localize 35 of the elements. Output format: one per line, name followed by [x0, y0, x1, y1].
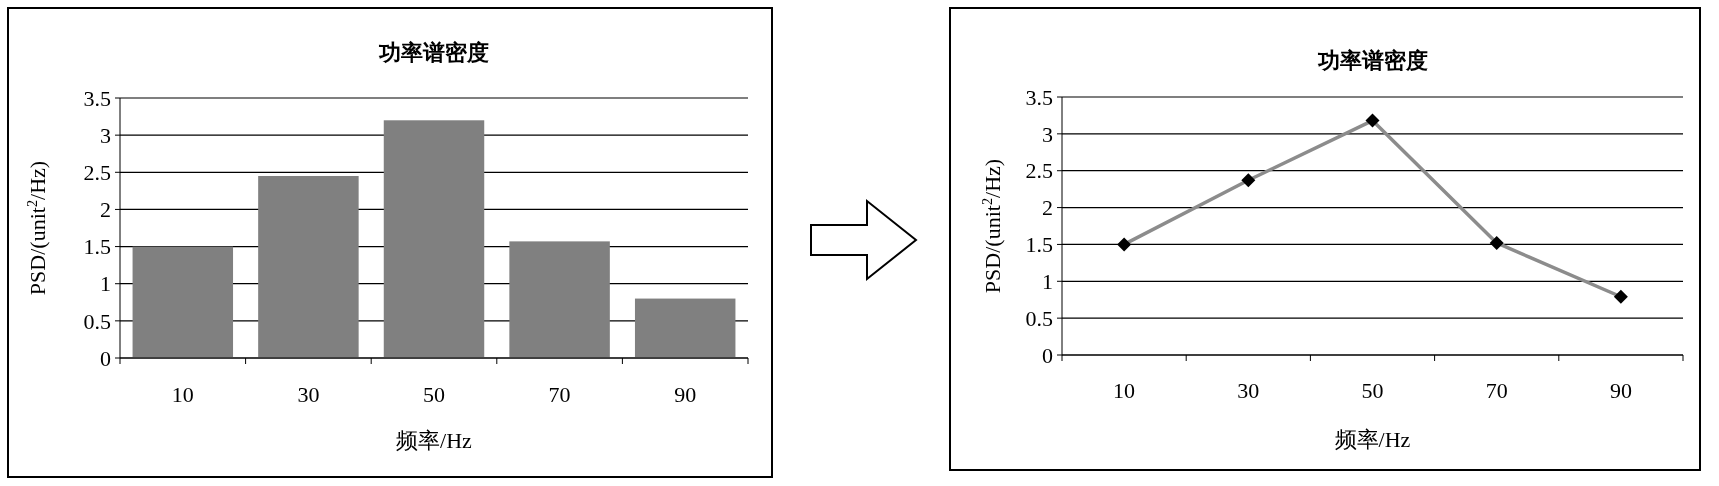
x-tick-label: 10 — [171, 382, 194, 407]
y-tick-label: 1.5 — [83, 234, 111, 260]
x-tick-label: 10 — [1113, 378, 1136, 403]
y-tick-label: 0 — [1042, 342, 1053, 368]
x-axis-title: 频率/Hz — [396, 428, 473, 453]
y-tick-label: 1 — [100, 271, 111, 297]
y-tick-label: 3 — [100, 122, 111, 148]
x-tick-label: 30 — [1237, 378, 1260, 403]
x-tick-label: 50 — [423, 382, 445, 407]
bar — [634, 298, 736, 358]
bar — [258, 176, 359, 358]
y-tick-label: 3 — [1042, 121, 1053, 147]
y-tick-label: 0 — [100, 345, 111, 371]
y-tick-label: 2 — [1042, 195, 1053, 221]
x-tick-label: 70 — [548, 382, 571, 407]
x-tick-label: 90 — [1609, 378, 1632, 403]
y-tick-label: 0.5 — [83, 308, 111, 334]
y-tick-label: 2 — [100, 197, 111, 223]
bar — [132, 246, 234, 358]
y-tick-label: 3.5 — [1025, 84, 1053, 110]
x-tick-label: 30 — [297, 382, 320, 407]
y-tick-label: 3.5 — [83, 85, 111, 111]
x-tick-label: 70 — [1485, 378, 1508, 403]
y-tick-label: 0.5 — [1025, 305, 1053, 331]
chart-title: 功率谱密度 — [378, 40, 489, 65]
y-tick-label: 2.5 — [1025, 158, 1053, 184]
x-axis-title: 频率/Hz — [1334, 427, 1411, 452]
x-tick-label: 50 — [1361, 378, 1384, 403]
y-tick-label: 1 — [1042, 268, 1053, 294]
bar — [509, 241, 610, 358]
bar — [383, 120, 485, 358]
x-tick-label: 90 — [674, 382, 697, 407]
y-tick-label: 1.5 — [1025, 232, 1053, 258]
y-tick-label: 2.5 — [83, 159, 111, 185]
chart-title: 功率谱密度 — [1316, 48, 1428, 73]
